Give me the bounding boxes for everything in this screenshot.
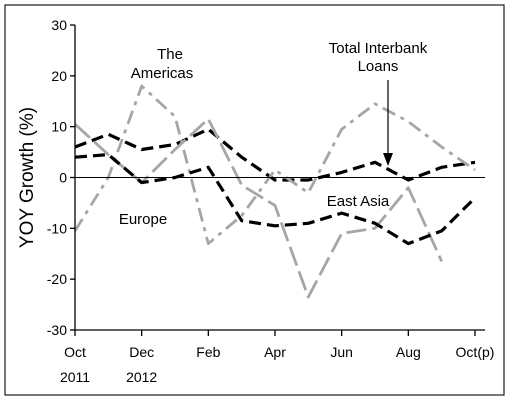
y-tick-label: 10 [51,119,67,135]
y-tick-label: 0 [59,170,67,186]
annotation-label: Americas [131,65,194,82]
series-layer [73,84,477,299]
axis-layer: 30 20 10 0 -10 -20 -30 Oct 2011 Dec 2012 Feb Apr Jun A… [17,17,494,385]
x-tick-sublabel: 2012 [126,369,157,385]
annotation-arrow-head [383,153,393,166]
annotation-label: The [157,46,183,63]
annotation-label: East Asia [327,193,390,210]
x-tick-label: Dec [129,344,154,360]
x-tick-sublabel: 2011 [60,369,90,385]
annotation-label: Europe [119,211,167,228]
annotation-label: Total Interbank [329,40,428,57]
annotation-label: Loans [358,58,399,75]
y-tick-label: -10 [47,220,67,236]
y-tick-label: 20 [51,68,67,84]
series-line-1 [73,84,476,245]
x-tick-label: Apr [264,344,286,360]
x-tick-label: Jun [330,344,353,360]
y-tick-label: -30 [47,322,67,338]
y-axis-label: YOY Growth (%) [17,107,38,248]
x-tick-label: Oct [64,344,86,360]
series-line-0 [74,127,476,182]
x-tick-label: Feb [196,344,220,360]
y-tick-label: 30 [51,17,67,33]
chart-frame [4,4,505,396]
series-line-3 [74,153,477,246]
x-tick-label: Oct(p) [456,344,495,360]
y-tick-label: -20 [47,271,67,287]
x-tick-label: Aug [396,344,421,360]
